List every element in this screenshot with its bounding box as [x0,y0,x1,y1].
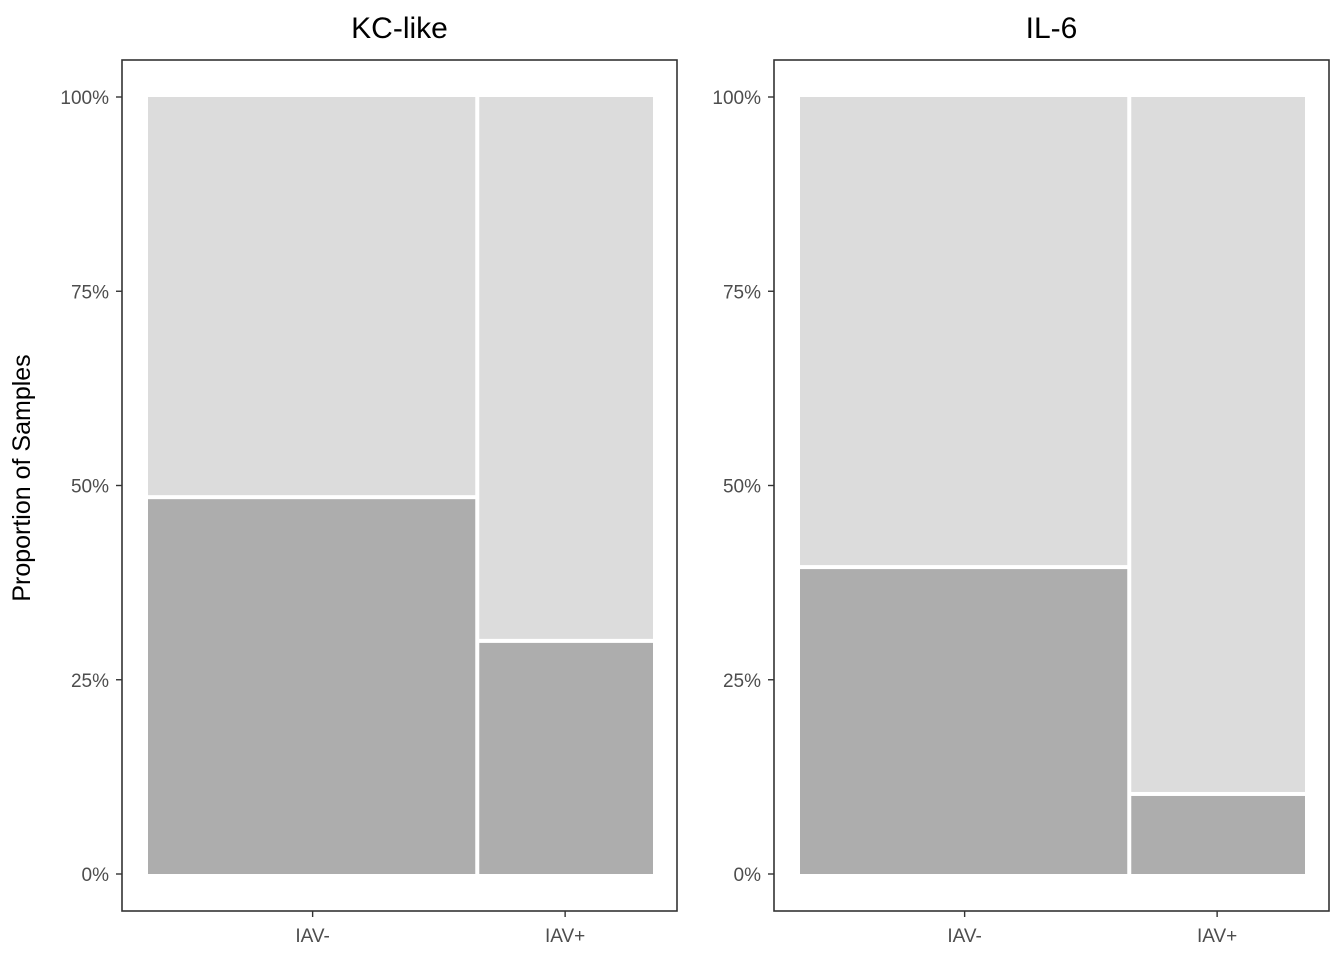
tile-lower [800,569,1128,874]
panel-frame [773,59,1330,912]
y-tick-label: 50% [723,477,761,498]
y-tick-label: 0% [734,865,762,886]
y-tick-label: 75% [723,282,761,303]
tile-upper [148,97,476,496]
x-tick-label: IAV+ [545,926,585,947]
tile-lower [479,642,653,874]
x-tick-label: IAV- [295,926,330,947]
tile-lower [1131,795,1305,874]
tile-upper [800,97,1128,566]
panel-title: KC-like [351,12,448,45]
y-tick-label: 25% [723,671,761,692]
y-tick-label: 100% [60,88,109,109]
x-tick-label: IAV- [947,926,982,947]
panel-frame [121,59,678,912]
y-tick-label: 75% [71,282,109,303]
y-tick-label: 25% [71,671,109,692]
tile-upper [479,97,653,639]
y-tick-label: 50% [71,477,109,498]
y-axis-label: Proportion of Samples [8,354,36,601]
x-tick-label: IAV+ [1197,926,1237,947]
y-tick-label: 100% [712,88,761,109]
tile-lower [148,499,476,874]
tile-upper [1131,97,1305,792]
panel-title: IL-6 [1026,12,1078,45]
y-tick-label: 0% [82,865,110,886]
